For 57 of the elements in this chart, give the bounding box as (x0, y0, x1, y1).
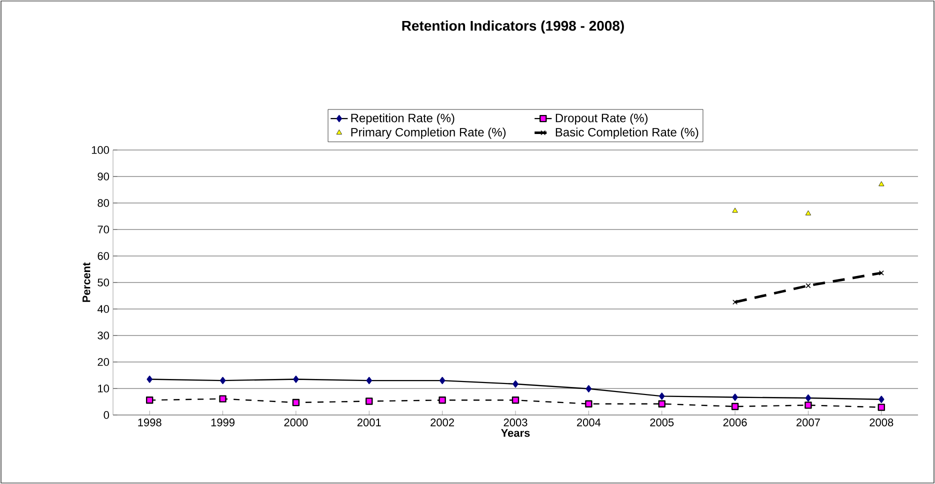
point (732, 300, 738, 305)
x-tick-label: 2002 (430, 418, 454, 426)
point (658, 400, 666, 408)
y-tick-label: 0 (104, 411, 110, 419)
point (659, 392, 665, 400)
x-tick-label: 1999 (211, 418, 234, 426)
point (878, 404, 886, 411)
y-tick-label: 40 (97, 305, 110, 313)
x-tick-label: 2008 (870, 418, 894, 426)
point (732, 208, 738, 213)
x-tick-label: 1998 (138, 418, 162, 426)
point (585, 400, 592, 408)
point (293, 376, 299, 383)
x-tick-label: 2001 (357, 418, 381, 426)
y-tick-label: 10 (98, 384, 110, 392)
point (366, 398, 373, 405)
point (804, 402, 812, 409)
point (438, 396, 446, 404)
chart-title: Retention Indicators (1998 - 2008) (402, 20, 624, 34)
y-tick-label: 60 (98, 252, 110, 260)
point (512, 380, 518, 388)
x-tick-label: 2005 (650, 418, 674, 426)
point (146, 376, 152, 383)
point (439, 376, 446, 384)
point (805, 394, 812, 402)
legend-label: Basic Completion Rate (%) (556, 128, 698, 139)
point (512, 396, 520, 404)
point (586, 385, 592, 392)
y-tick-label: 90 (98, 172, 110, 180)
x-tick-label: 2000 (284, 418, 308, 426)
y-tick-label: 70 (98, 226, 110, 234)
point (292, 398, 300, 406)
x-tick-label: 2004 (577, 418, 601, 426)
point (878, 270, 884, 276)
point (878, 181, 884, 186)
point (878, 396, 884, 403)
y-tick-label: 30 (98, 332, 110, 340)
point (220, 376, 226, 384)
point (732, 394, 738, 401)
y-tick-label: 20 (98, 358, 110, 366)
point (805, 210, 812, 216)
y-tick-label: 100 (92, 146, 110, 154)
point (146, 396, 154, 404)
y-tick-label: 50 (98, 278, 110, 286)
x-tick-label: 2003 (504, 418, 528, 426)
x-axis-title: Years (501, 429, 530, 437)
point (806, 283, 811, 288)
point (366, 376, 372, 384)
legend-label: Dropout Rate (%) (556, 113, 648, 125)
point (731, 402, 739, 410)
legend-label: Repetition Rate (%) (351, 113, 454, 125)
y-tick-label: 80 (98, 199, 110, 207)
y-axis-title: Percent (82, 262, 90, 302)
point (219, 395, 226, 402)
legend-label: Primary Completion Rate (%) (351, 128, 506, 139)
x-tick-label: 2007 (796, 418, 820, 426)
x-tick-label: 2006 (723, 418, 747, 426)
